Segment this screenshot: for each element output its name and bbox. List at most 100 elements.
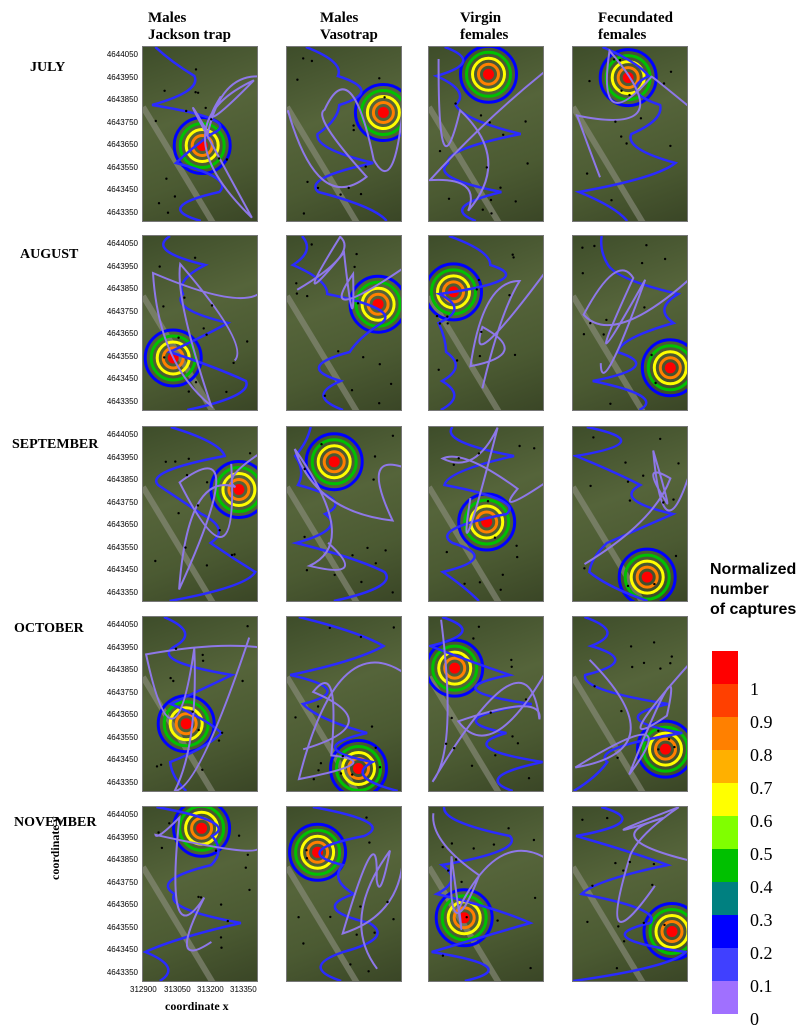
legend-label: 0.3	[750, 910, 773, 930]
contour-ring	[429, 262, 483, 322]
trap-dot	[508, 294, 511, 297]
column-header-virgin-females: Virgin females	[460, 10, 509, 43]
contour-ring	[664, 362, 676, 374]
trap-dot	[352, 124, 355, 127]
road-line	[429, 485, 502, 601]
trap-dot	[392, 626, 395, 629]
trap-dot	[350, 389, 354, 392]
contour-map-panel	[286, 235, 402, 411]
trap-dot	[359, 905, 362, 908]
trap-dot	[158, 265, 161, 268]
contour-ring	[459, 47, 518, 104]
contour-line	[573, 427, 677, 601]
trap-dot	[659, 667, 662, 670]
trap-dot	[593, 685, 596, 688]
legend-swatch	[712, 783, 738, 816]
trap-dot	[617, 925, 620, 928]
trap-dot	[526, 162, 529, 165]
trap-dot	[305, 849, 308, 852]
trap-dot	[472, 847, 475, 850]
row-label-july: JULY	[30, 60, 66, 75]
trap-dot	[391, 434, 395, 437]
trap-dot	[201, 653, 204, 657]
contour-line	[291, 427, 388, 601]
y-tick-label: 4643650	[106, 710, 138, 719]
y-tick-label: 4643350	[106, 207, 138, 217]
y-tick-label: 4643650	[106, 900, 138, 909]
contour-line	[583, 450, 687, 565]
trap-dot	[515, 544, 518, 547]
trap-dot	[177, 336, 180, 339]
trap-dot	[294, 716, 297, 719]
contour-ring	[598, 48, 658, 108]
contour-line	[290, 236, 387, 410]
trap-dot	[657, 748, 660, 751]
y-axis-title: coordinate y	[48, 816, 62, 880]
contour-ring	[640, 338, 687, 398]
trap-dot	[359, 635, 363, 639]
trap-dot	[226, 919, 229, 923]
trap-dot	[241, 679, 244, 683]
trap-dot	[383, 96, 386, 99]
trap-dot	[477, 452, 481, 455]
trap-dot	[614, 120, 617, 123]
contour-line	[575, 48, 687, 178]
legend-label: 0.4	[750, 877, 773, 897]
trap-dot	[609, 402, 612, 405]
contour-ring	[641, 571, 653, 583]
trap-dot	[220, 946, 223, 949]
trap-dot	[589, 322, 592, 325]
trap-dot	[233, 553, 236, 556]
trap-dot	[184, 546, 187, 549]
trap-dot	[444, 742, 448, 745]
trap-dot	[437, 368, 440, 371]
trap-dot	[663, 257, 667, 261]
column-header-males-vasotrap: Males Vasotrap	[320, 10, 378, 43]
contour-map-panel	[428, 426, 544, 602]
contour-ring	[629, 559, 665, 595]
contour-ring	[328, 456, 340, 468]
trap-dot	[355, 933, 358, 936]
trap-dot	[652, 862, 656, 866]
contour-ring	[306, 840, 330, 864]
trap-dot	[185, 109, 188, 113]
trap-dot	[163, 356, 166, 359]
trap-dot	[244, 866, 247, 869]
contour-line	[155, 427, 257, 601]
contour-map-panel	[428, 616, 544, 792]
trap-dot	[460, 880, 463, 884]
row-label-october: OCTOBER	[14, 621, 84, 636]
contour-line	[151, 261, 257, 409]
trap-dot	[197, 728, 200, 732]
trap-dot	[489, 198, 493, 202]
contour-ring	[483, 68, 494, 80]
trap-dot	[316, 186, 320, 190]
contour-ring	[221, 472, 257, 507]
y-tick-label: 4644050	[106, 50, 138, 59]
trap-dot	[154, 559, 157, 563]
trap-dot	[312, 778, 315, 781]
trap-dot	[341, 755, 344, 758]
trap-dot	[173, 195, 177, 198]
trap-dot	[310, 243, 313, 246]
contour-ring	[304, 432, 364, 492]
x-tick-label: 313350	[230, 985, 257, 994]
trap-dot	[441, 845, 444, 849]
trap-dot	[659, 437, 662, 441]
legend-swatch	[712, 882, 738, 915]
contour-line	[305, 47, 388, 221]
row-label-september: SEPTEMBER	[12, 437, 99, 452]
trap-dot	[219, 936, 223, 939]
road-line	[429, 865, 502, 981]
trap-dot	[317, 769, 320, 772]
contour-map-image	[143, 47, 257, 221]
trap-dot	[177, 512, 180, 515]
trap-dot	[624, 461, 627, 464]
trap-dot	[295, 282, 298, 285]
trap-dot	[490, 212, 493, 215]
trap-dot	[501, 573, 504, 576]
y-tick-label: 4644050	[106, 430, 138, 439]
trap-dot	[518, 444, 521, 448]
y-tick-label: 4643350	[106, 777, 138, 787]
contour-ring	[300, 834, 336, 870]
